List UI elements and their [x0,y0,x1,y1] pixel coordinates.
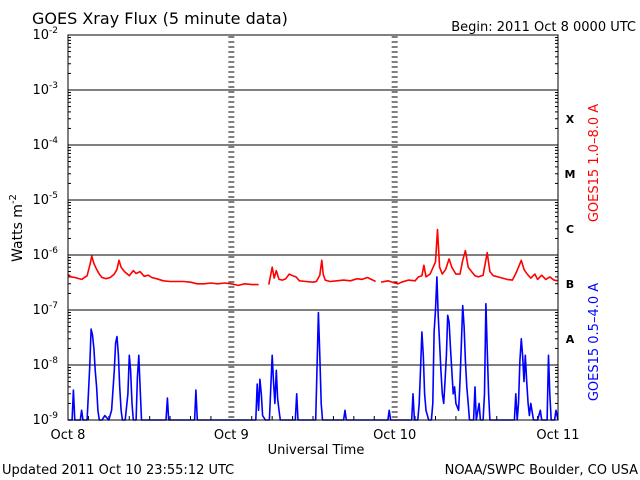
x-tick-label-2: Oct 10 [373,428,416,443]
y-tick-label-base-3: 10 [32,193,49,208]
y-tick-label-exp-3: -5 [49,191,58,201]
y-tick-label-exp-6: -8 [49,356,58,366]
y-tick-label-5: 10-7 [32,301,58,318]
legend-series-2: GOES15 0.5–4.0 A [587,283,602,401]
plot-frame [67,34,559,421]
y-tick-label-base-5: 10 [32,303,49,318]
x-tick-label-1: Oct 9 [214,428,249,443]
x-axis-label: Universal Time [268,443,365,458]
legend-series-1: GOES15 1.0–8.0 A [587,104,602,222]
credit-label: NOAA/SWPC Boulder, CO USA [445,463,638,478]
y-tick-label-exp-5: -7 [49,301,58,311]
x-tick-labels: Oct 8 Oct 9 Oct 10 Oct 11 [51,428,580,443]
y-tick-label-base-1: 10 [32,83,49,98]
y-tick-label-1: 10-3 [32,81,58,98]
y-tick-label-base-7: 10 [32,413,49,428]
x-tick-label-3: Oct 11 [536,428,579,443]
y-tick-label-base-0: 10 [32,28,49,43]
day-divider-ticks [87,36,539,420]
y-tick-label-base-4: 10 [32,248,49,263]
flare-class-X: X [566,113,575,126]
flare-class-A: A [566,333,575,346]
y-axis-label: Watts m-2 [8,194,26,262]
y-axis-label-exponent: -2 [8,194,19,204]
series-line-1 [67,228,559,287]
y-tick-label-base-6: 10 [32,358,49,373]
x-tick-label-0: Oct 8 [51,428,86,443]
flare-class-M: M [565,168,576,181]
y-axis-label-text: Watts m [10,204,26,262]
begin-label: Begin: 2011 Oct 8 0000 UTC [451,20,636,35]
flare-class-C: C [566,223,574,236]
flare-class-B: B [566,278,574,291]
y-tick-label-exp-4: -6 [49,246,58,256]
y-tick-label-base-2: 10 [32,138,49,153]
y-tick-label-6: 10-8 [32,356,58,373]
y-tick-label-exp-0: -2 [49,26,58,36]
y-tick-label-4: 10-6 [32,246,58,263]
y-tick-label-0: 10-2 [32,26,58,43]
y-tick-label-exp-1: -3 [49,81,58,91]
flare-class-labels: X M C B A [565,113,576,346]
chart-title: GOES Xray Flux (5 minute data) [32,9,288,28]
y-tick-label-exp-2: -4 [49,136,58,146]
y-tick-label-7: 10-9 [32,411,58,428]
y-tick-label-exp-7: -9 [49,411,58,421]
y-tick-label-2: 10-4 [32,136,58,153]
y-tick-label-3: 10-5 [32,191,58,208]
y-tick-labels: 10-210-310-410-510-610-710-810-9 [32,26,58,428]
updated-timestamp: Updated 2011 Oct 10 23:55:12 UTC [2,463,234,478]
